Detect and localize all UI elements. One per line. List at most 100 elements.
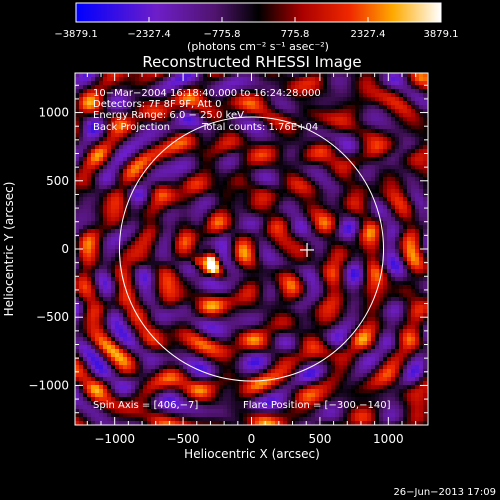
- heatmap-cell: [219, 237, 224, 242]
- heatmap-cell: [367, 201, 372, 206]
- heatmap-cell: [299, 237, 304, 242]
- heatmap-cell: [243, 121, 248, 126]
- heatmap-cell: [311, 77, 316, 82]
- heatmap-cell: [147, 225, 152, 230]
- heatmap-cell: [271, 229, 276, 234]
- heatmap-cell: [291, 265, 296, 270]
- heatmap-cell: [287, 245, 292, 250]
- heatmap-cell: [411, 129, 416, 134]
- heatmap-cell: [91, 197, 96, 202]
- heatmap-cell: [411, 169, 416, 174]
- heatmap-cell: [315, 185, 320, 190]
- heatmap-cell: [379, 117, 384, 122]
- heatmap-cell: [99, 133, 104, 138]
- heatmap-cell: [91, 213, 96, 218]
- heatmap-cell: [195, 165, 200, 170]
- heatmap-cell: [355, 241, 360, 246]
- heatmap-cell: [91, 129, 96, 134]
- heatmap-cell: [419, 193, 424, 198]
- heatmap-cell: [107, 73, 112, 78]
- heatmap-cell: [79, 269, 84, 274]
- heatmap-cell: [415, 121, 420, 126]
- heatmap-cell: [307, 217, 312, 222]
- heatmap-cell: [391, 101, 396, 106]
- heatmap-cell: [371, 117, 376, 122]
- heatmap-cell: [379, 93, 384, 98]
- colorbar-segment: [312, 3, 314, 22]
- heatmap-cell: [415, 137, 420, 142]
- colorbar-segment: [208, 3, 210, 22]
- heatmap-cell: [103, 133, 108, 138]
- heatmap-cell: [103, 129, 108, 134]
- heatmap-cell: [111, 77, 116, 82]
- heatmap-cell: [211, 249, 216, 254]
- heatmap-cell: [323, 109, 328, 114]
- colorbar-segment: [434, 3, 436, 22]
- heatmap-cell: [275, 145, 280, 150]
- heatmap-cell: [271, 277, 276, 282]
- heatmap-cell: [359, 217, 364, 222]
- heatmap-cell: [415, 225, 420, 230]
- heatmap-cell: [243, 149, 248, 154]
- heatmap-cell: [107, 161, 112, 166]
- heatmap-cell: [99, 213, 104, 218]
- heatmap-cell: [191, 225, 196, 230]
- heatmap-cell: [247, 173, 252, 178]
- heatmap-cell: [271, 261, 276, 266]
- heatmap-cell: [347, 185, 352, 190]
- heatmap-cell: [387, 133, 392, 138]
- heatmap-cell: [411, 153, 416, 158]
- heatmap-cell: [387, 253, 392, 258]
- heatmap-cell: [99, 105, 104, 110]
- heatmap-cell: [359, 193, 364, 198]
- colorbar-segment: [110, 3, 112, 22]
- heatmap-cell: [167, 173, 172, 178]
- heatmap-cell: [307, 277, 312, 282]
- heatmap-cell: [111, 189, 116, 194]
- colorbar-segment: [170, 3, 172, 22]
- heatmap-cell: [199, 253, 204, 258]
- heatmap-cell: [319, 193, 324, 198]
- heatmap-cell: [203, 181, 208, 186]
- heatmap-cell: [199, 249, 204, 254]
- heatmap-cell: [391, 189, 396, 194]
- heatmap-cell: [399, 165, 404, 170]
- heatmap-cell: [407, 261, 412, 266]
- heatmap-cell: [99, 97, 104, 102]
- colorbar-segment: [347, 3, 349, 22]
- heatmap-cell: [195, 97, 200, 102]
- heatmap-cell: [315, 261, 320, 266]
- heatmap-cell: [83, 253, 88, 258]
- heatmap-cell: [271, 269, 276, 274]
- heatmap-cell: [291, 241, 296, 246]
- heatmap-cell: [155, 73, 160, 78]
- heatmap-cell: [355, 125, 360, 130]
- heatmap-cell: [255, 237, 260, 242]
- heatmap-cell: [395, 225, 400, 230]
- heatmap-cell: [331, 165, 336, 170]
- heatmap-cell: [183, 237, 188, 242]
- heatmap-cell: [167, 81, 172, 86]
- heatmap-cell: [399, 153, 404, 158]
- heatmap-cell: [259, 153, 264, 158]
- heatmap-cell: [159, 109, 164, 114]
- heatmap-cell: [307, 73, 312, 78]
- colorbar-segment: [423, 3, 425, 22]
- heatmap-cell: [391, 233, 396, 238]
- heatmap-cell: [359, 125, 364, 130]
- heatmap-cell: [291, 257, 296, 262]
- heatmap-cell: [231, 205, 236, 210]
- heatmap-cell: [335, 253, 340, 258]
- heatmap-cell: [283, 109, 288, 114]
- heatmap-cell: [387, 73, 392, 78]
- heatmap-cell: [171, 81, 176, 86]
- heatmap-cell: [339, 141, 344, 146]
- heatmap-cell: [163, 81, 168, 86]
- heatmap-cell: [331, 141, 336, 146]
- heatmap-cell: [371, 201, 376, 206]
- heatmap-cell: [103, 157, 108, 162]
- heatmap-cell: [171, 73, 176, 78]
- heatmap-cell: [219, 217, 224, 222]
- heatmap-cell: [83, 149, 88, 154]
- heatmap-cell: [339, 165, 344, 170]
